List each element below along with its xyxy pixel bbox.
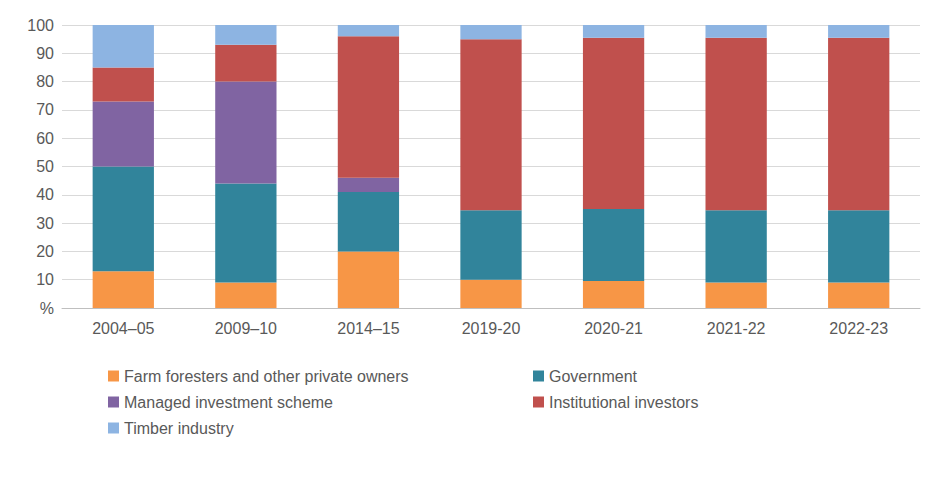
- svg-text:20: 20: [36, 243, 54, 260]
- svg-text:Managed investment scheme: Managed investment scheme: [124, 394, 333, 411]
- svg-text:Farm foresters and other priva: Farm foresters and other private owners: [124, 368, 409, 385]
- svg-text:2014–15: 2014–15: [337, 320, 399, 337]
- svg-text:40: 40: [36, 186, 54, 203]
- svg-text:Institutional investors: Institutional investors: [549, 394, 698, 411]
- svg-text:60: 60: [36, 130, 54, 147]
- svg-text:100: 100: [27, 17, 54, 34]
- svg-text:2020-21: 2020-21: [584, 320, 643, 337]
- svg-text:2022-23: 2022-23: [829, 320, 888, 337]
- svg-text:%: %: [40, 300, 54, 317]
- svg-text:2004–05: 2004–05: [92, 320, 154, 337]
- svg-text:2021-22: 2021-22: [707, 320, 766, 337]
- svg-text:70: 70: [36, 101, 54, 118]
- svg-text:Government: Government: [549, 368, 638, 385]
- svg-text:30: 30: [36, 215, 54, 232]
- svg-text:2019-20: 2019-20: [462, 320, 521, 337]
- svg-text:50: 50: [36, 158, 54, 175]
- svg-text:Timber industry: Timber industry: [124, 420, 234, 437]
- svg-text:2009–10: 2009–10: [215, 320, 277, 337]
- svg-text:80: 80: [36, 73, 54, 90]
- svg-text:10: 10: [36, 271, 54, 288]
- svg-text:90: 90: [36, 45, 54, 62]
